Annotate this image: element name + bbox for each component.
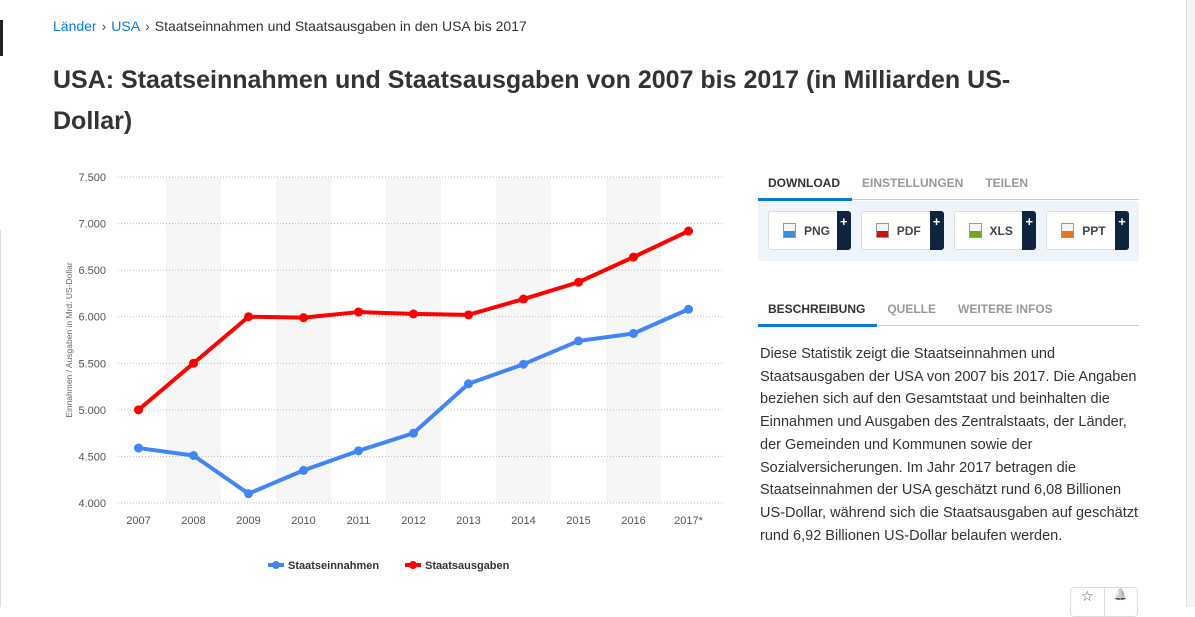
x-tick-label: 2007 bbox=[126, 515, 150, 527]
line-chart: 4.000 4.500 5.000 5.500 6.000 6.500 7.000 7.500… bbox=[64, 172, 723, 572]
breadcrumb-current: Staatseinnahmen und Staatsausgaben in de… bbox=[154, 18, 527, 34]
data-point bbox=[574, 336, 583, 346]
legend-marker bbox=[272, 561, 280, 569]
y-tick-label: 6.000 bbox=[78, 312, 106, 324]
data-point bbox=[464, 379, 473, 389]
plus-icon[interactable]: + bbox=[929, 211, 944, 250]
tab-download[interactable]: DOWNLOAD bbox=[758, 176, 852, 201]
legend-marker bbox=[409, 561, 417, 569]
tab-weitere-infos[interactable]: WEITERE INFOS bbox=[958, 302, 1053, 316]
data-point bbox=[244, 312, 253, 322]
data-point bbox=[134, 443, 143, 453]
y-tick-label: 4.000 bbox=[78, 498, 106, 510]
tab-beschreibung[interactable]: BESCHREIBUNG bbox=[758, 302, 878, 327]
y-tick-label: 6.500 bbox=[78, 265, 106, 277]
image-file-icon bbox=[783, 223, 796, 238]
plus-icon[interactable]: + bbox=[836, 211, 851, 250]
plus-icon[interactable]: + bbox=[1022, 211, 1037, 250]
data-point bbox=[299, 313, 308, 323]
y-tick-label: 4.500 bbox=[78, 451, 106, 463]
tab-quelle[interactable]: QUELLE bbox=[887, 302, 937, 316]
scrollbar[interactable] bbox=[1186, 0, 1195, 607]
breadcrumb-separator: › bbox=[101, 18, 107, 34]
x-tick-label: 2017* bbox=[674, 515, 703, 527]
plus-icon[interactable]: + bbox=[1115, 211, 1129, 250]
pdf-file-icon bbox=[875, 223, 889, 238]
data-point bbox=[354, 446, 363, 456]
data-point bbox=[684, 226, 693, 236]
data-point bbox=[409, 309, 418, 319]
tab-teilen[interactable]: TEILEN bbox=[985, 176, 1029, 190]
data-point bbox=[629, 328, 638, 338]
data-point bbox=[409, 428, 418, 438]
breadcrumb-separator: › bbox=[145, 18, 150, 34]
download-png-button[interactable]: PNG + bbox=[768, 211, 851, 250]
data-point bbox=[574, 277, 583, 287]
category-band bbox=[606, 177, 661, 503]
data-point bbox=[629, 252, 638, 262]
y-tick-label: 7.500 bbox=[78, 172, 106, 184]
x-tick-label: 2011 bbox=[347, 515, 371, 527]
download-label: PNG bbox=[804, 223, 831, 238]
x-tick-label: 2016 bbox=[621, 515, 645, 527]
download-xls-button[interactable]: XLS + bbox=[953, 211, 1037, 250]
breadcrumb-usa[interactable]: USA bbox=[111, 18, 141, 34]
download-ppt-button[interactable]: PPT + bbox=[1046, 211, 1129, 250]
category-band bbox=[276, 177, 331, 503]
category-band bbox=[386, 177, 441, 503]
bell-icon[interactable]: 🔔 bbox=[1113, 589, 1128, 601]
data-point bbox=[464, 310, 473, 320]
tab-einstellungen[interactable]: EINSTELLUNGEN bbox=[862, 176, 964, 190]
y-tick-label: 7.000 bbox=[78, 219, 106, 231]
data-point bbox=[134, 405, 143, 415]
data-point bbox=[189, 358, 198, 368]
data-point bbox=[684, 304, 693, 314]
data-point bbox=[299, 465, 308, 475]
x-tick-label: 2013 bbox=[456, 515, 480, 527]
x-tick-label: 2014 bbox=[511, 515, 535, 527]
legend-label: Staatsausgaben bbox=[425, 560, 510, 572]
action-buttons: ☆ 🔔 bbox=[1070, 587, 1138, 617]
category-band bbox=[166, 177, 221, 503]
category-band bbox=[496, 177, 551, 503]
x-tick-label: 2009 bbox=[236, 515, 260, 527]
page-title: USA: Staatseinnahmen und Staatsausgaben … bbox=[53, 66, 1011, 135]
data-point bbox=[354, 307, 363, 317]
legend-label: Staatseinnahmen bbox=[288, 560, 379, 572]
breadcrumb-laender[interactable]: Länder bbox=[53, 18, 97, 34]
download-label: PPT bbox=[1082, 223, 1106, 238]
x-tick-label: 2010 bbox=[291, 515, 315, 527]
info-tabs: BESCHREIBUNG QUELLE WEITERE INFOS bbox=[758, 302, 1139, 327]
left-edge-line bbox=[0, 230, 1, 607]
x-tick-label: 2008 bbox=[181, 515, 205, 527]
x-tick-label: 2015 bbox=[566, 515, 590, 527]
data-point bbox=[189, 450, 198, 460]
ppt-file-icon bbox=[1061, 223, 1075, 238]
y-tick-label: 5.000 bbox=[78, 405, 106, 417]
left-edge-marker bbox=[0, 20, 3, 56]
download-tabs: DOWNLOAD EINSTELLUNGEN TEILEN bbox=[758, 176, 1139, 201]
y-axis-label: Einnahmen / Ausgaben in Mrd. US-Dollar bbox=[64, 262, 74, 418]
data-point bbox=[244, 489, 253, 499]
x-tick-label: 2012 bbox=[401, 515, 425, 527]
data-point bbox=[519, 294, 528, 304]
download-label: PDF bbox=[896, 223, 921, 238]
download-pdf-button[interactable]: PDF + bbox=[860, 211, 944, 250]
y-tick-label: 5.500 bbox=[78, 358, 106, 370]
data-point bbox=[519, 359, 528, 369]
download-label: XLS bbox=[989, 223, 1013, 238]
download-panel: PNG + PDF + XLS + PPT + bbox=[758, 201, 1139, 261]
xls-file-icon bbox=[968, 223, 982, 238]
breadcrumb: Länder › USA › Staatseinnahmen und Staatsaus… bbox=[53, 18, 527, 34]
description-text: Diese Statistik zeigt die Staatseinnahme… bbox=[760, 346, 1139, 544]
star-icon[interactable]: ☆ bbox=[1071, 588, 1105, 616]
